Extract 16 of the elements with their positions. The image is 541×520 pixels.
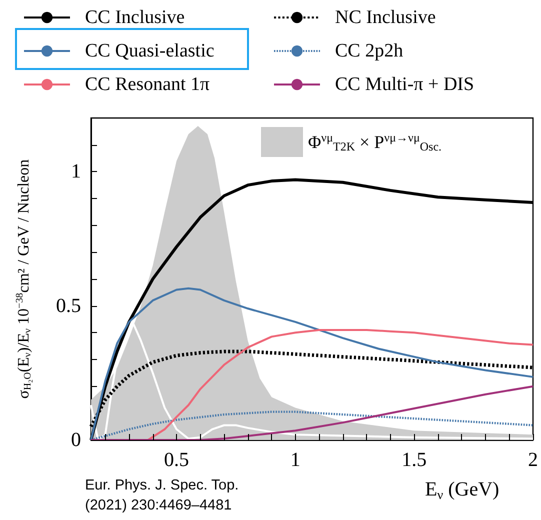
text: σH₂O(Eν)/Eν 10−38cm² / GeV / Nucleon <box>14 159 34 399</box>
x-tick-label: 1.5 <box>402 449 427 471</box>
text: Eur. Phys. J. Spec. Top. <box>85 478 239 494</box>
x-tick-label: 2 <box>528 449 538 471</box>
y-tick-label: 0.5 <box>56 294 81 317</box>
legend-label: CC Quasi-elastic <box>85 40 214 62</box>
legend-label: NC Inclusive <box>335 7 436 28</box>
legend-label: CC 2p2h <box>335 40 404 62</box>
y-tick-label: 1 <box>71 160 81 183</box>
x-tick-label: 0.5 <box>164 449 190 471</box>
legend-label: CC Inclusive <box>85 7 185 28</box>
legend-label: CC Multi-π + DIS <box>335 74 474 95</box>
legend-label: CC Resonant 1π <box>85 74 210 95</box>
x-tick-label: 1 <box>290 449 300 471</box>
text: (2021) 230:4469–4481 <box>85 498 232 514</box>
y-tick-label: 0 <box>71 429 81 451</box>
